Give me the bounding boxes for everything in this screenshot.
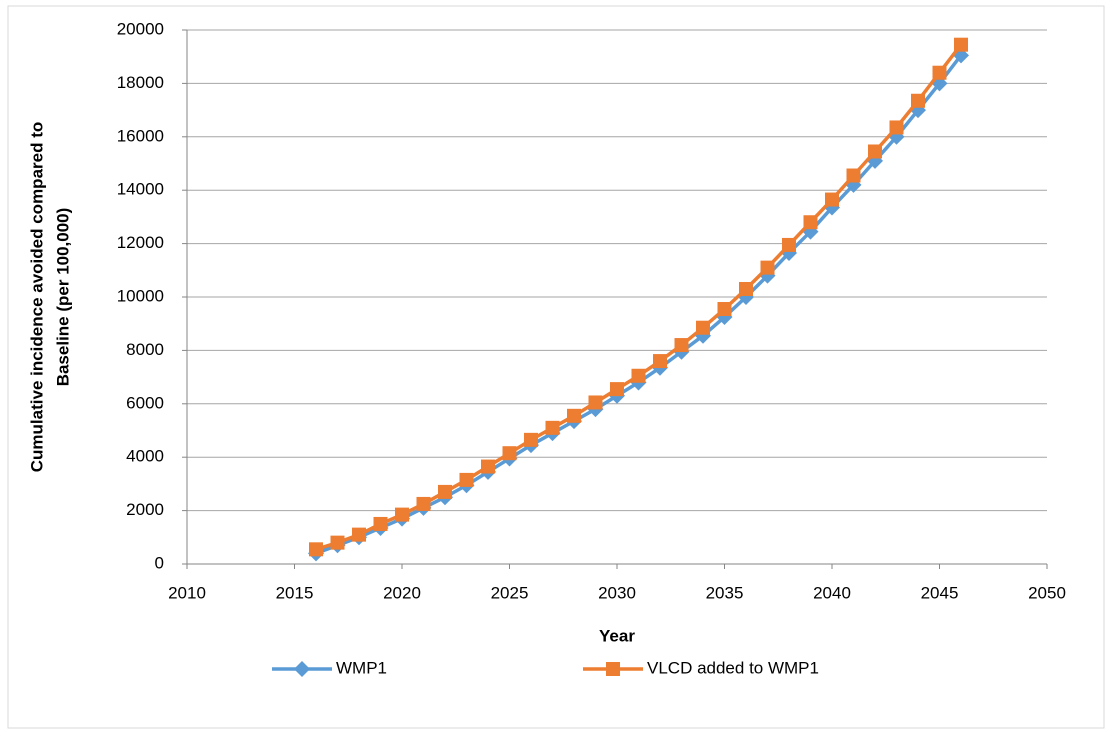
data-point [588, 395, 603, 410]
legend-marker [294, 661, 310, 677]
data-point [524, 432, 538, 447]
chart-border [7, 5, 1105, 729]
data-point [911, 93, 925, 108]
data-point [825, 192, 839, 207]
data-point [416, 496, 431, 511]
data-point [567, 408, 581, 423]
x-tick-label: 2040 [813, 583, 851, 602]
y-tick-label: 2000 [126, 500, 164, 519]
x-axis-label: Year [599, 626, 635, 645]
data-point [846, 168, 861, 183]
data-point [868, 144, 882, 159]
data-point [717, 302, 732, 317]
x-tick-label: 2045 [921, 583, 959, 602]
data-point [502, 446, 517, 461]
data-point [631, 368, 646, 383]
y-tick-label: 16000 [117, 126, 164, 145]
x-tick-label: 2035 [706, 583, 744, 602]
data-point [610, 382, 624, 397]
y-tick-label: 20000 [117, 19, 164, 38]
legend-label: WMP1 [336, 658, 387, 677]
x-tick-label: 2025 [491, 583, 529, 602]
data-point [803, 215, 818, 230]
data-point [674, 338, 689, 353]
y-tick-label: 14000 [117, 180, 164, 199]
data-point [653, 354, 667, 369]
data-point [481, 459, 495, 474]
series-line [315, 54, 963, 555]
data-point [782, 237, 796, 252]
y-tick-label: 18000 [117, 73, 164, 92]
y-tick-label: 6000 [126, 393, 164, 412]
data-point [739, 281, 753, 296]
data-point [932, 65, 947, 80]
data-point [889, 120, 904, 135]
y-axis-label: Cumulative incidence avoided compared to [27, 122, 46, 472]
legend-marker [606, 662, 620, 676]
y-tick-label: 10000 [117, 286, 164, 305]
y-tick-label: 4000 [126, 447, 164, 466]
x-tick-label: 2030 [598, 583, 636, 602]
y-tick-label: 0 [155, 553, 164, 572]
x-tick-label: 2010 [168, 583, 206, 602]
data-point [352, 527, 366, 542]
data-point [696, 320, 710, 335]
y-tick-label: 8000 [126, 340, 164, 359]
data-point [954, 37, 968, 52]
data-point [760, 260, 775, 275]
y-axis-label: Baseline (per 100,000) [53, 208, 72, 387]
x-tick-label: 2050 [1028, 583, 1066, 602]
data-point [438, 484, 452, 499]
data-point [545, 420, 560, 435]
x-tick-label: 2020 [383, 583, 421, 602]
y-tick-label: 12000 [117, 233, 164, 252]
legend-label: VLCD added to WMP1 [647, 658, 819, 677]
data-point [373, 516, 388, 531]
data-point [330, 535, 345, 550]
x-tick-label: 2015 [276, 583, 314, 602]
data-point [309, 542, 323, 557]
data-point [395, 507, 409, 522]
data-point [459, 472, 474, 487]
